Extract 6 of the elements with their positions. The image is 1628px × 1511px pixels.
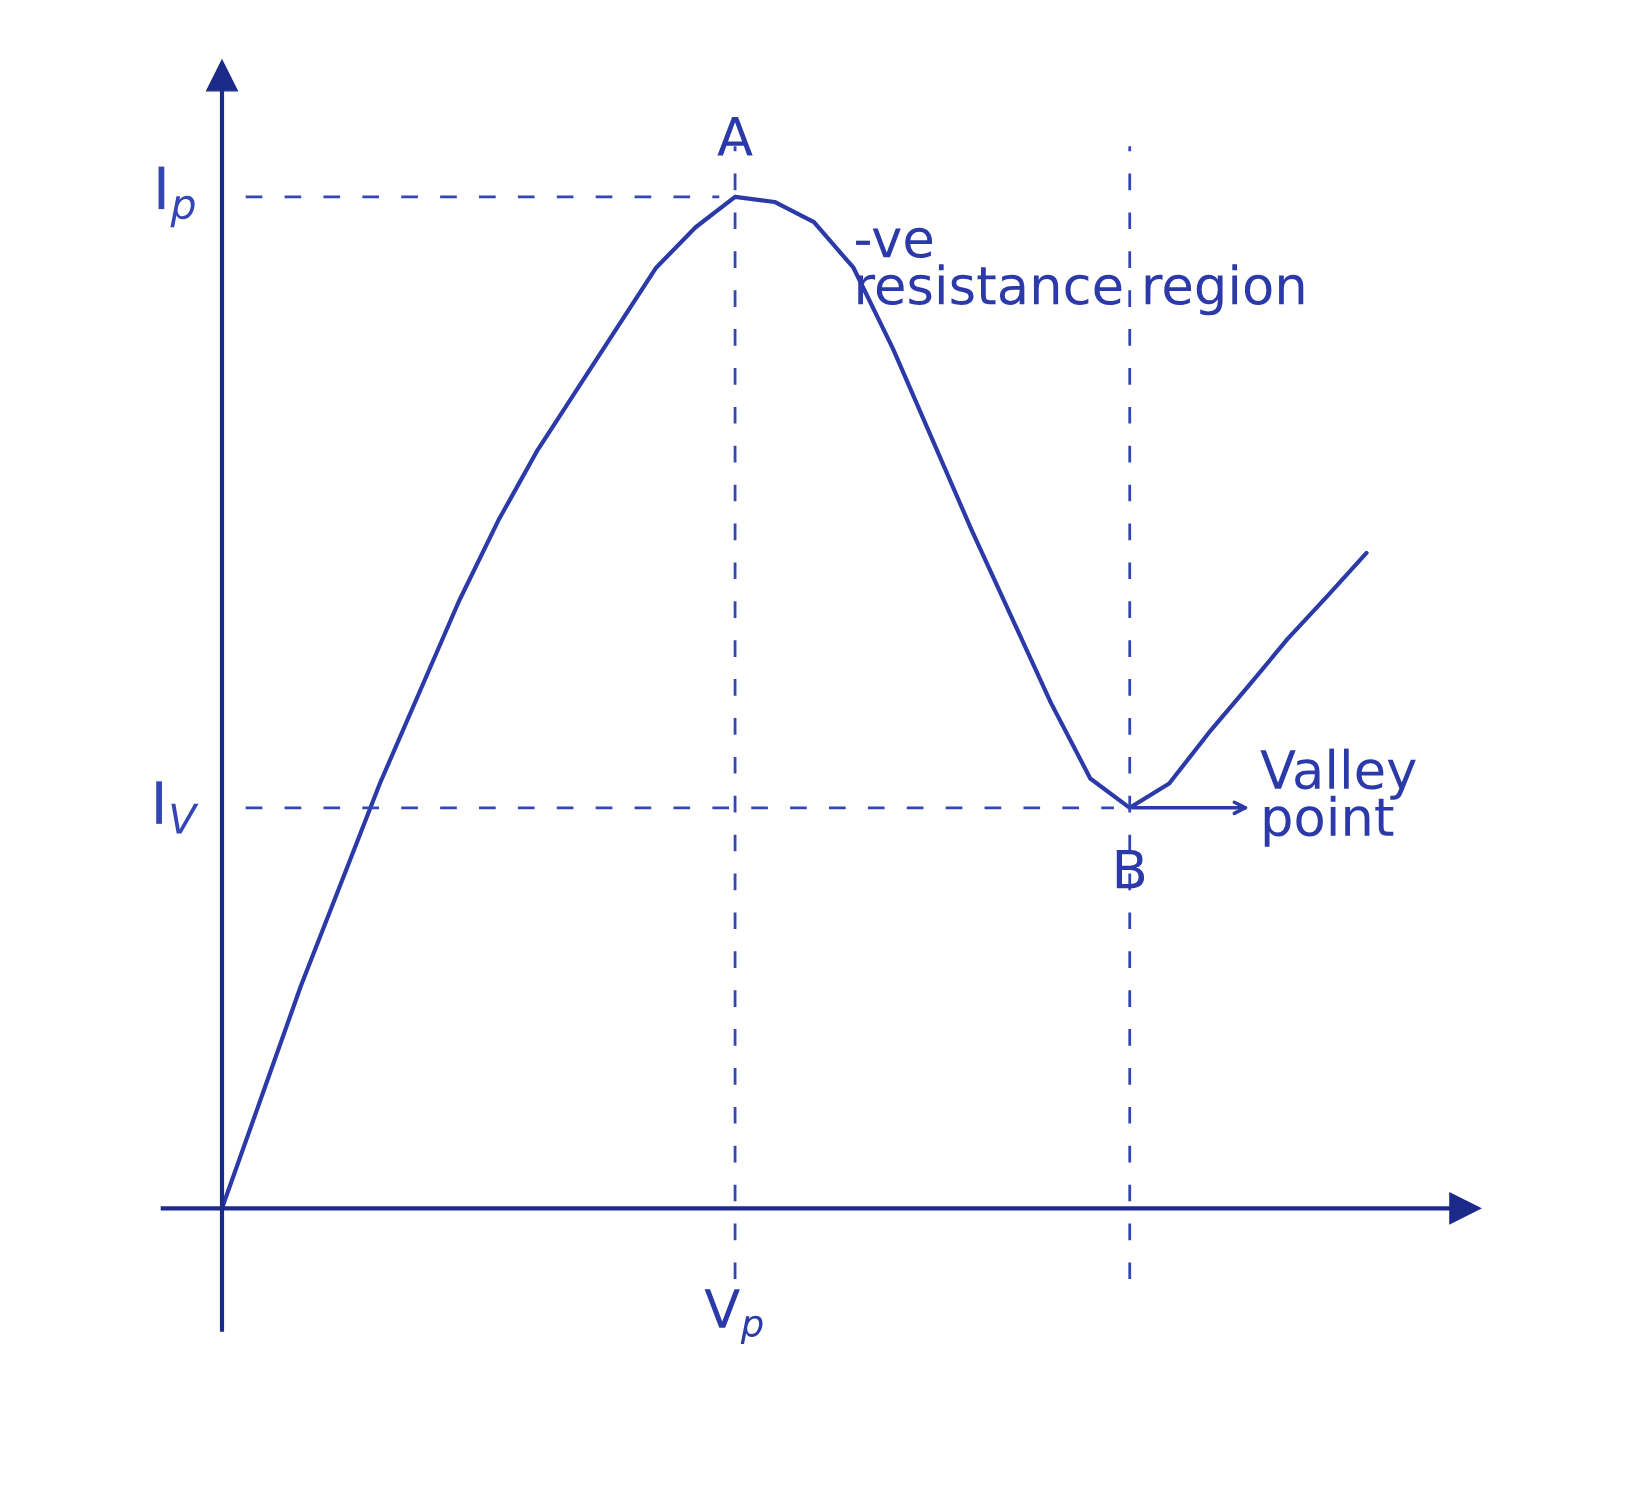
text: V$_{p}$ [704,1289,763,1345]
ref-line-label: I$_{V}$ [156,781,199,834]
annotation: B [1116,849,1145,889]
text: A [717,117,753,156]
ref-line-label: I$_{p}$ [158,166,195,228]
annotation: Valley point [1260,748,1416,847]
